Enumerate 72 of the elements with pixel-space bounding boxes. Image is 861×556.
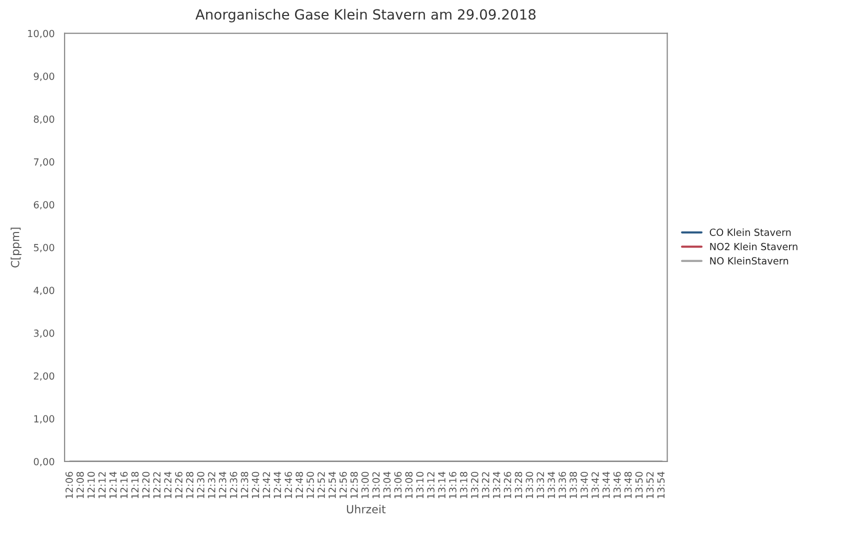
x-tick-label: 13:54 bbox=[657, 472, 665, 498]
legend-label: NO KleinStavern bbox=[710, 256, 788, 265]
y-tick-label: 10,00 bbox=[28, 30, 54, 38]
x-tick-label: 12:34 bbox=[218, 472, 226, 498]
x-tick-label: 12:22 bbox=[153, 472, 160, 498]
legend-label: CO Klein Stavern bbox=[710, 228, 791, 236]
y-tick-label: 3,00 bbox=[34, 330, 54, 338]
x-tick-label: 13:32 bbox=[536, 472, 544, 498]
x-tick-label: 12:08 bbox=[76, 472, 84, 498]
x-tick-label: 13:44 bbox=[602, 472, 610, 498]
x-tick-label: 13:14 bbox=[438, 472, 446, 498]
x-tick-label: 13:24 bbox=[492, 472, 500, 498]
x-tick-label: 12:24 bbox=[164, 472, 172, 498]
x-tick-label: 12:26 bbox=[175, 472, 182, 498]
y-tick-label: 8,00 bbox=[34, 115, 54, 124]
y-tick-label: 2,00 bbox=[34, 372, 54, 381]
legend-label: NO2 Klein Stavern bbox=[710, 242, 798, 250]
x-tick-label: 12:46 bbox=[284, 472, 292, 498]
x-tick-label: 13:38 bbox=[570, 472, 577, 498]
x-tick-label: 13:30 bbox=[526, 472, 534, 498]
x-tick-label: 13:10 bbox=[416, 472, 424, 498]
x-tick-label: 13:28 bbox=[514, 472, 522, 498]
x-tick-label: 13:48 bbox=[624, 472, 632, 498]
x-tick-label: 13:20 bbox=[470, 472, 478, 498]
x-tick-label: 12:20 bbox=[142, 472, 150, 498]
y-tick-label: 4,00 bbox=[34, 286, 54, 296]
y-axis-title: C[ppm] bbox=[10, 228, 22, 268]
x-tick-label: 12:16 bbox=[120, 472, 128, 498]
x-tick-label: 12:14 bbox=[109, 472, 117, 498]
x-tick-label: 13:46 bbox=[613, 472, 621, 498]
x-tick-label: 12:50 bbox=[306, 472, 314, 498]
x-tick-label: 12:54 bbox=[328, 472, 336, 498]
x-tick-label: 12:06 bbox=[66, 472, 73, 498]
x-tick-label: 13:00 bbox=[361, 472, 369, 498]
x-tick-label: 13:04 bbox=[383, 472, 391, 498]
x-tick-label: 12:10 bbox=[87, 472, 95, 498]
x-axis-title: Uhrzeit bbox=[346, 504, 386, 514]
x-tick-label: 13:52 bbox=[646, 472, 654, 498]
x-tick-label: 13:08 bbox=[405, 472, 413, 498]
x-tick-label: 12:28 bbox=[186, 472, 194, 498]
chart-title: Anorganische Gase Klein Stavern am 29.09.2018 bbox=[195, 8, 536, 22]
x-tick-label: 13:50 bbox=[635, 472, 643, 498]
x-tick-label: 13:26 bbox=[504, 472, 512, 498]
x-tick-label: 12:52 bbox=[318, 472, 325, 498]
x-tick-label: 12:58 bbox=[350, 472, 358, 498]
x-tick-label: 13:18 bbox=[460, 472, 468, 498]
y-tick-label: 0,00 bbox=[34, 458, 54, 466]
x-tick-label: 13:40 bbox=[580, 472, 588, 498]
x-tick-label: 12:56 bbox=[339, 472, 347, 498]
x-tick-label: 13:06 bbox=[394, 472, 402, 498]
x-tick-label: 12:38 bbox=[240, 472, 248, 498]
y-tick-label: 1,00 bbox=[34, 415, 54, 424]
y-tick-label: 6,00 bbox=[34, 201, 54, 210]
x-tick-label: 13:42 bbox=[592, 472, 599, 498]
x-tick-label: 12:42 bbox=[262, 472, 270, 498]
x-tick-label: 12:36 bbox=[230, 472, 238, 498]
x-tick-label: 12:30 bbox=[197, 472, 204, 498]
x-tick-label: 12:48 bbox=[296, 472, 303, 498]
x-tick-label: 13:22 bbox=[482, 472, 490, 498]
x-tick-label: 13:16 bbox=[449, 472, 456, 498]
x-tick-label: 12:40 bbox=[252, 472, 260, 498]
y-tick-label: 9,00 bbox=[34, 72, 54, 81]
x-tick-label: 12:44 bbox=[274, 472, 281, 498]
x-tick-label: 13:12 bbox=[427, 472, 434, 498]
y-tick-label: 5,00 bbox=[34, 244, 54, 252]
x-tick-label: 13:34 bbox=[548, 472, 556, 498]
y-tick-label: 7,00 bbox=[34, 158, 54, 167]
x-tick-label: 13:02 bbox=[372, 472, 380, 498]
x-tick-label: 12:32 bbox=[208, 472, 216, 498]
x-tick-label: 12:12 bbox=[98, 472, 106, 498]
x-tick-label: 12:18 bbox=[131, 472, 139, 498]
x-tick-label: 13:36 bbox=[558, 472, 566, 498]
